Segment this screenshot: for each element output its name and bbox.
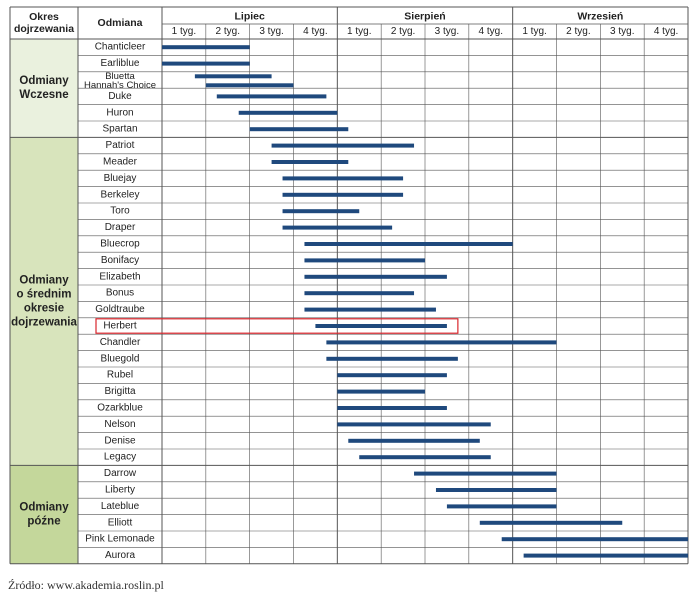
- group-label: późne: [27, 516, 60, 528]
- highlight-box: [95, 318, 459, 334]
- ripening-bar: [446, 504, 557, 509]
- month-label: Sierpień: [404, 11, 445, 23]
- week-label: 3 tyg.: [435, 26, 459, 37]
- group-label: Odmiany: [19, 274, 69, 286]
- source-note: Źródło: www.akademia.roslin.pl: [8, 578, 164, 592]
- header-variety: Odmiana: [98, 17, 143, 29]
- group-cell-1: [10, 39, 78, 138]
- variety-label: Toro: [110, 206, 130, 217]
- variety-label: Spartan: [102, 124, 137, 135]
- variety-label: Hannah's Choice: [84, 80, 156, 91]
- ripening-bar: [216, 94, 327, 99]
- ripening-bar: [282, 209, 360, 214]
- week-label: 2 tyg.: [216, 26, 240, 37]
- ripening-bar: [304, 274, 447, 279]
- ripening-bar: [523, 553, 688, 558]
- ripening-bar: [501, 537, 688, 542]
- group-label: dojrzewania: [11, 316, 77, 328]
- ripening-bar: [337, 389, 425, 394]
- ripening-bar: [282, 176, 404, 181]
- ripening-bar: [282, 192, 404, 197]
- ripening-bar: [249, 127, 349, 132]
- ripening-bar: [435, 488, 557, 492]
- variety-label: Darrow: [104, 468, 137, 479]
- week-label: 1 tyg.: [522, 26, 546, 37]
- variety-label: Chandler: [100, 337, 141, 348]
- week-label: 4 tyg.: [303, 26, 327, 37]
- variety-label: Lateblue: [101, 501, 140, 512]
- ripening-bar: [304, 291, 415, 296]
- variety-label: Bonifacy: [101, 255, 139, 266]
- variety-label: Nelson: [104, 419, 135, 430]
- variety-label: Ozarkblue: [97, 403, 143, 414]
- variety-label: Meader: [103, 157, 138, 168]
- ripening-bar: [162, 45, 250, 50]
- variety-label: Bluejay: [104, 173, 137, 184]
- ripening-bar: [304, 242, 513, 246]
- group-cell-3: [10, 465, 78, 564]
- header-period: dojrzewania: [14, 23, 74, 35]
- week-label: 1 tyg.: [172, 26, 196, 37]
- week-label: 2 tyg.: [566, 26, 590, 37]
- ripening-bar: [194, 74, 272, 79]
- ripening-bar: [326, 340, 557, 345]
- group-label: Odmiany: [19, 75, 69, 87]
- group-label: okresie: [24, 302, 64, 314]
- ripening-bar: [326, 356, 458, 361]
- month-label: Wrzesień: [577, 11, 623, 23]
- group-label: Odmiany: [19, 502, 69, 514]
- variety-label: Liberty: [105, 485, 135, 496]
- variety-label: Draper: [105, 222, 136, 233]
- variety-label: Goldtraube: [95, 304, 145, 315]
- variety-label: Huron: [106, 107, 133, 118]
- variety-label: Duke: [108, 91, 132, 102]
- ripening-bar: [282, 225, 393, 230]
- variety-label: Brigitta: [104, 386, 136, 397]
- ripening-bar: [304, 258, 425, 263]
- variety-label: Chanticleer: [95, 42, 146, 53]
- variety-label: Patriot: [106, 140, 135, 151]
- month-label: Lipiec: [234, 11, 265, 23]
- group-label: Wczesne: [19, 89, 68, 101]
- variety-label: Earliblue: [101, 58, 140, 69]
- week-label: 3 tyg.: [259, 26, 283, 37]
- variety-label: Bluetta: [105, 71, 135, 82]
- ripening-bar: [337, 406, 447, 410]
- ripening-bar: [359, 455, 491, 460]
- variety-label: Rubel: [107, 370, 133, 381]
- variety-label: Herbert: [103, 321, 137, 332]
- variety-label: Berkeley: [101, 189, 140, 200]
- variety-label: Legacy: [104, 452, 136, 463]
- header-period: Okres: [29, 11, 59, 23]
- ripening-bar: [271, 143, 415, 148]
- ripening-bar: [315, 324, 447, 328]
- week-label: 1 tyg.: [347, 26, 371, 37]
- group-cell-2: [10, 137, 78, 466]
- variety-label: Elliott: [108, 517, 133, 528]
- variety-label: Pink Lemonade: [85, 534, 155, 545]
- variety-label: Bluecrop: [100, 239, 140, 250]
- variety-label: Denise: [104, 435, 136, 446]
- ripening-bar: [238, 110, 338, 115]
- variety-label: Bluegold: [101, 353, 140, 364]
- ripening-bar: [205, 83, 294, 88]
- variety-label: Elizabeth: [99, 271, 140, 282]
- ripening-bar: [414, 471, 557, 476]
- week-label: 4 tyg.: [479, 26, 503, 37]
- ripening-bar: [271, 160, 349, 164]
- ripening-bar: [479, 520, 623, 525]
- variety-label: Aurora: [105, 550, 135, 561]
- ripening-bar: [162, 61, 250, 66]
- group-label: o średnim: [17, 288, 72, 300]
- week-label: 2 tyg.: [391, 26, 415, 37]
- week-label: 4 tyg.: [654, 26, 678, 37]
- week-label: 3 tyg.: [610, 26, 634, 37]
- ripening-bar: [348, 438, 480, 443]
- variety-label: Bonus: [106, 288, 134, 299]
- ripening-bar: [304, 307, 436, 312]
- ripening-bar: [337, 422, 491, 427]
- ripening-bar: [337, 373, 447, 378]
